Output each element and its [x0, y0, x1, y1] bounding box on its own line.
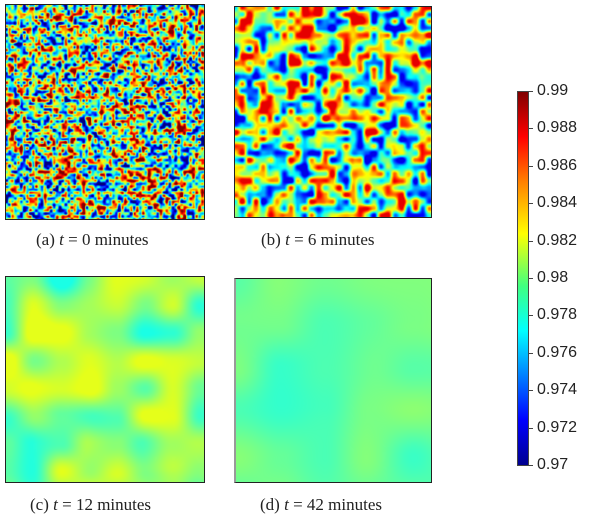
field-image-t42 — [234, 278, 432, 483]
colorbar-tick — [529, 128, 533, 130]
colorbar-tick-label: 0.99 — [537, 82, 569, 99]
colorbar-tick-label: 0.986 — [537, 156, 578, 174]
colorbar-tick — [529, 390, 533, 392]
field-plot-t42 — [234, 278, 432, 483]
caption-d: (d) t = 42 minutes — [260, 495, 382, 514]
colorbar-tick — [529, 315, 533, 317]
field-plot-t0 — [5, 4, 205, 220]
colorbar-tick — [529, 278, 533, 279]
colorbar-tick-label: 0.98 — [537, 269, 569, 286]
colorbar-tick-label: 0.988 — [537, 119, 578, 137]
colorbar-tick — [529, 203, 533, 205]
caption-b: (b) t = 6 minutes — [261, 230, 375, 249]
colorbar-tick — [529, 240, 533, 242]
field-plot-t6 — [234, 6, 432, 218]
colorbar-tick — [529, 91, 533, 92]
field-image-t0 — [5, 4, 205, 220]
colorbar-tick — [529, 165, 533, 167]
caption-c: (c) t = 12 minutes — [30, 495, 152, 514]
field-image-t6 — [234, 6, 432, 218]
colorbar-tick-label: 0.984 — [537, 194, 578, 212]
colorbar-tick-label: 0.97 — [537, 456, 569, 473]
colorbar-tick — [529, 465, 533, 466]
colorbar-tick-label: 0.978 — [537, 306, 578, 324]
colorbar-tick — [529, 352, 533, 354]
colorbar-tick-label: 0.972 — [537, 418, 578, 436]
colorbar-tick — [529, 427, 533, 429]
caption-a: (a) t = 0 minutes — [36, 230, 149, 249]
colorbar-tick-label: 0.976 — [537, 343, 578, 361]
colorbar-tick-label: 0.974 — [537, 381, 578, 399]
colorbar-tick-label: 0.982 — [537, 231, 578, 249]
field-plot-t12 — [5, 276, 205, 483]
colorbar — [517, 91, 529, 466]
field-image-t12 — [5, 276, 205, 483]
